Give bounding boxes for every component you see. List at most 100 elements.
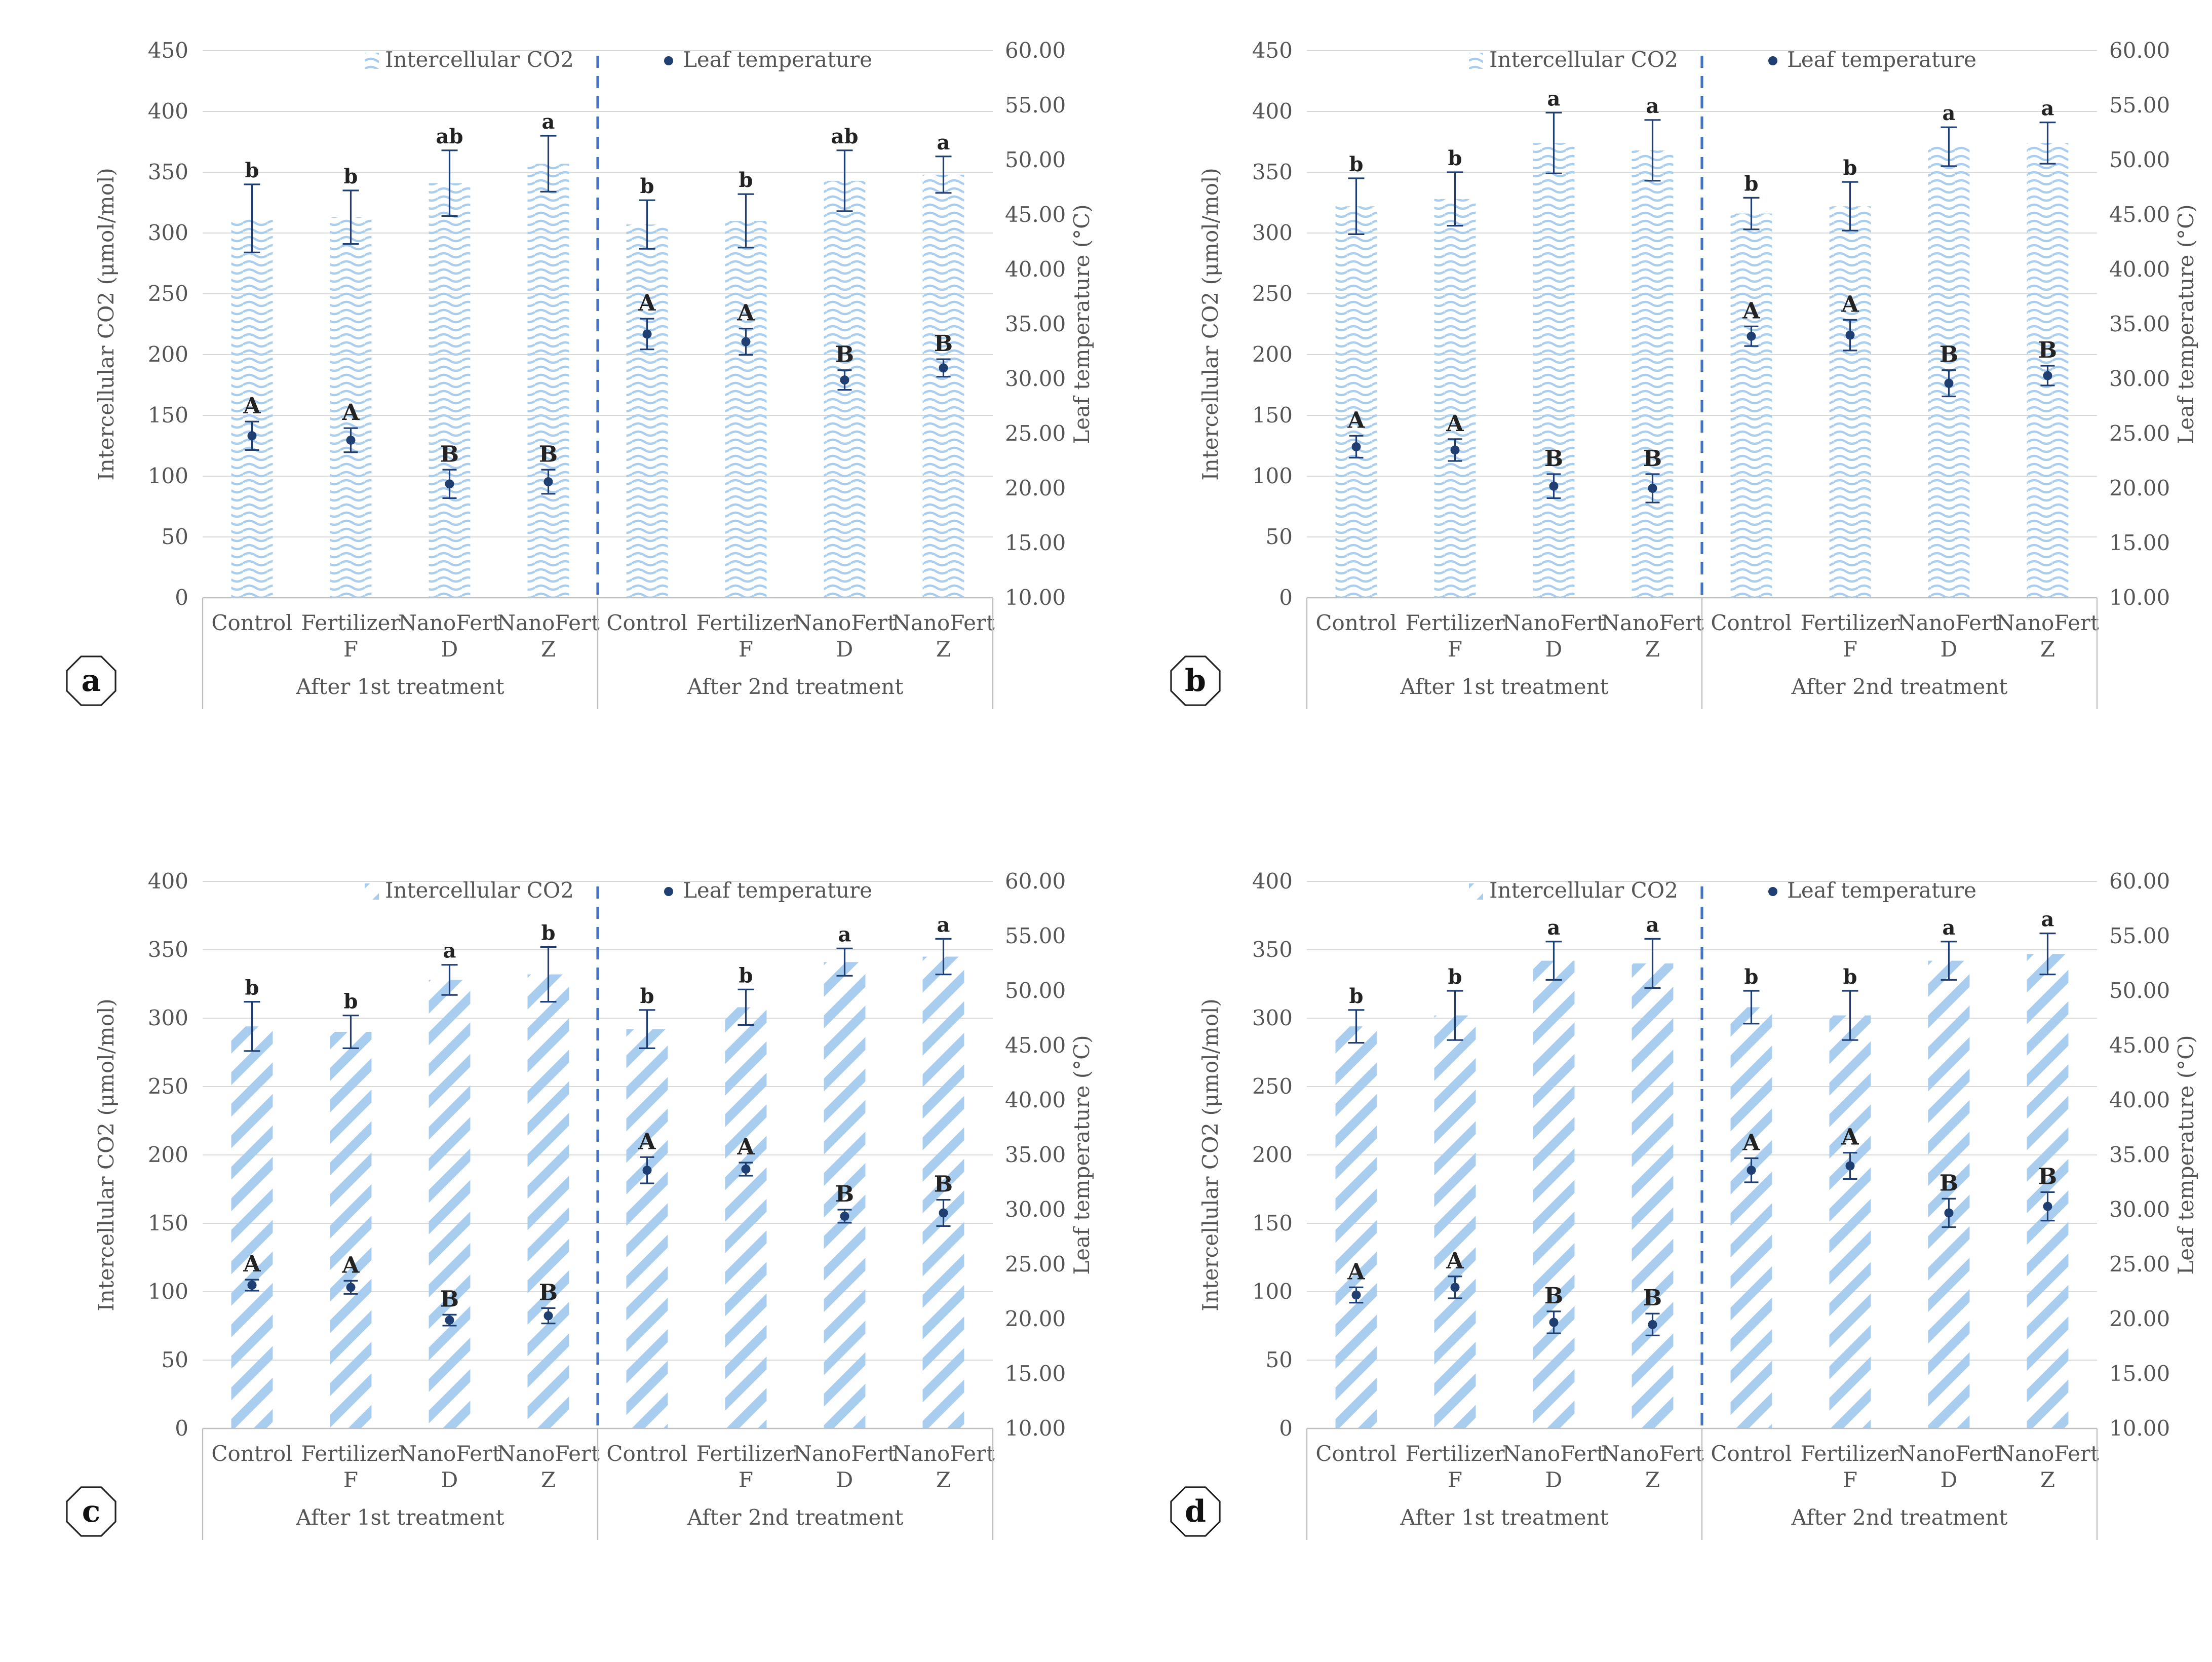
y2-tick-label: 55.00 <box>2109 923 2170 948</box>
bar-significance-letter: a <box>1547 916 1561 940</box>
panel-label-badge <box>66 1486 117 1537</box>
group-label: After 2nd treatment <box>687 1505 904 1530</box>
data-point <box>1351 442 1361 451</box>
y2-axis-label: Leaf temperature (°C) <box>2174 204 2198 444</box>
bar <box>1434 1015 1476 1428</box>
group-label: After 1st treatment <box>1400 674 1608 699</box>
point-significance-letter: A <box>243 1251 261 1277</box>
y-tick-label: 250 <box>1252 1074 1293 1099</box>
point-significance-letter: B <box>835 1181 854 1207</box>
group-label: After 2nd treatment <box>1791 674 2008 699</box>
bar <box>1335 206 1377 598</box>
category-label: Fertilizer <box>696 1441 796 1466</box>
category-sublabel: Z <box>541 1467 556 1492</box>
bar <box>725 1007 767 1428</box>
category-sublabel: F <box>343 1467 358 1492</box>
data-point <box>939 1208 948 1218</box>
y-axis-label: Intercellular CO2 (μmol/mol) <box>1198 998 1223 1311</box>
point-significance-letter: B <box>2038 1164 2057 1189</box>
y-tick-label: 400 <box>1252 99 1293 124</box>
point-significance-letter: B <box>440 1286 459 1312</box>
category-sublabel: Z <box>936 1467 951 1492</box>
y2-tick-label: 10.00 <box>1005 585 1066 610</box>
legend-label-point: Leaf temperature <box>1787 878 1976 903</box>
y-tick-label: 0 <box>175 1416 188 1441</box>
category-label: NanoFert <box>892 610 995 635</box>
panel-label: a <box>82 663 101 699</box>
y2-tick-label: 60.00 <box>2109 869 2170 894</box>
y-tick-label: 300 <box>1252 1006 1293 1030</box>
y2-axis-label: Leaf temperature (°C) <box>1069 1035 1094 1274</box>
bar-significance-letter: b <box>541 921 556 945</box>
y-tick-label: 200 <box>1252 1142 1293 1167</box>
legend-swatch-bar <box>1469 883 1483 900</box>
point-significance-letter: A <box>1742 298 1760 324</box>
category-label: Fertilizer <box>301 610 401 635</box>
point-significance-letter: A <box>341 1252 360 1278</box>
bar-significance-letter: a <box>1646 913 1659 937</box>
group-label: After 2nd treatment <box>1791 1505 2008 1530</box>
chart-svg-b: 0 50 100 150 200 250 300 350 400 450 10.00 15.00 20.… <box>1170 38 2198 709</box>
y-tick-label: 50 <box>162 1347 188 1372</box>
category-sublabel: Z <box>2040 637 2055 662</box>
bar <box>527 164 569 598</box>
legend-label-bar: Intercellular CO2 <box>385 878 574 903</box>
y2-tick-label: 60.00 <box>2109 38 2170 63</box>
data-point <box>1845 1161 1855 1171</box>
y2-tick-label: 50.00 <box>2109 978 2170 1003</box>
bar-significance-letter: b <box>344 165 358 188</box>
category-label: Fertilizer <box>1405 610 1505 635</box>
data-point <box>642 1166 652 1175</box>
y-tick-label: 200 <box>1252 342 1293 367</box>
y2-tick-label: 15.00 <box>1005 530 1066 555</box>
point-significance-letter: A <box>736 1134 755 1160</box>
data-point <box>939 363 948 373</box>
plot-group: 0 50 100 150 200 250 300 350 400 450 10.00 15.00 20.… <box>1170 38 2198 709</box>
y-tick-label: 400 <box>1252 869 1293 894</box>
category-sublabel: D <box>1545 1467 1563 1492</box>
category-label: Control <box>1315 610 1396 635</box>
bar-significance-letter: a <box>1943 916 1956 940</box>
category-label: Fertilizer <box>301 1441 401 1466</box>
category-label: NanoFert <box>1897 1441 2000 1466</box>
point-significance-letter: B <box>1643 1285 1662 1311</box>
data-point <box>445 1316 454 1325</box>
data-point <box>1549 481 1559 491</box>
data-point <box>1944 1208 1954 1218</box>
legend-swatch-point <box>664 56 673 65</box>
bar <box>231 1026 273 1428</box>
data-point <box>247 1281 257 1290</box>
data-point <box>1845 330 1855 340</box>
bar-significance-letter: a <box>1646 94 1659 118</box>
y2-tick-label: 35.00 <box>2109 1142 2170 1167</box>
bar-significance-letter: a <box>838 922 851 946</box>
category-sublabel: F <box>739 637 753 662</box>
bar-significance-letter: a <box>1943 101 1956 125</box>
legend-label-bar: Intercellular CO2 <box>1489 878 1678 903</box>
category-label: Control <box>211 610 292 635</box>
y2-tick-label: 60.00 <box>1005 869 1066 894</box>
bar <box>1829 1015 1871 1428</box>
category-label: NanoFert <box>398 1441 501 1466</box>
category-label: Control <box>211 1441 292 1466</box>
chart-panel-b: 0 50 100 150 200 250 300 350 400 450 10.00 15.00 20.… <box>1104 0 2208 826</box>
y2-tick-label: 10.00 <box>2109 1416 2170 1441</box>
bar-significance-letter: b <box>1744 965 1759 989</box>
bar-significance-letter: a <box>937 913 950 937</box>
bar <box>527 974 569 1428</box>
point-significance-letter: B <box>1544 1283 1563 1309</box>
group-label: After 1st treatment <box>295 674 504 699</box>
chart-panel-c: 0 50 100 150 200 250 300 350 400 10.00 15.00 20.00 2… <box>0 831 1104 1656</box>
data-point <box>1351 1290 1361 1300</box>
category-sublabel: Z <box>2040 1467 2055 1492</box>
bar-significance-letter: b <box>1448 965 1462 989</box>
panel-label: b <box>1185 663 1206 699</box>
category-sublabel: Z <box>1645 637 1660 662</box>
point-significance-letter: B <box>539 441 558 467</box>
y-tick-label: 250 <box>148 281 188 306</box>
group-label: After 1st treatment <box>1400 1505 1608 1530</box>
y-tick-label: 300 <box>148 1006 188 1030</box>
legend-label-point: Leaf temperature <box>683 878 872 903</box>
bar-significance-letter: b <box>245 976 259 1000</box>
point-significance-letter: B <box>440 441 459 467</box>
